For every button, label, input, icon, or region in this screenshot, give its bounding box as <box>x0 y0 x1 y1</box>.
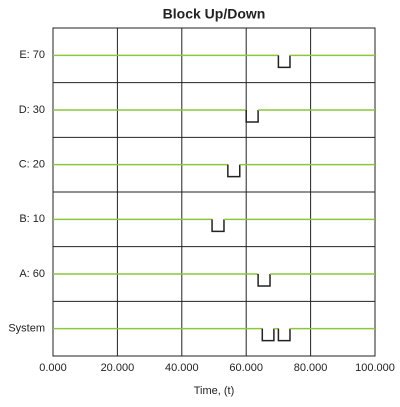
down-period <box>257 274 271 287</box>
down-period <box>227 164 241 178</box>
x-tick-label: 0.000 <box>39 362 67 374</box>
down-period <box>245 110 259 123</box>
down-period <box>261 328 275 342</box>
row-label: System <box>8 323 45 335</box>
row-label: D: 30 <box>19 104 45 116</box>
x-tick-label: 20.000 <box>101 362 135 374</box>
x-tick-label: 60.000 <box>229 362 263 374</box>
row-label: B: 10 <box>19 213 45 225</box>
x-tick-label: 100.000 <box>355 362 395 374</box>
row-label: E: 70 <box>19 49 45 61</box>
row-label: C: 20 <box>19 159 45 171</box>
chart-title: Block Up/Down <box>163 6 266 22</box>
down-period <box>277 328 291 342</box>
down-period <box>211 219 225 233</box>
row-label: A: 60 <box>19 268 45 280</box>
down-period <box>277 55 291 69</box>
x-tick-label: 40.000 <box>165 362 199 374</box>
x-axis-label: Time, (t) <box>194 385 235 397</box>
x-tick-label: 80.000 <box>294 362 328 374</box>
